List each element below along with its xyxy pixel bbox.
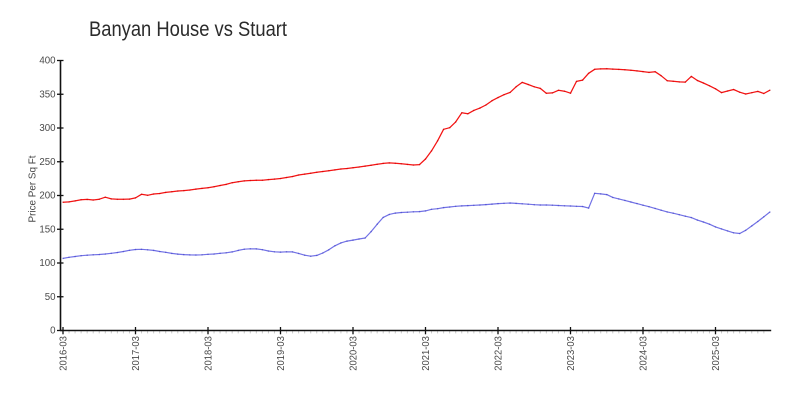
svg-text:350: 350 (39, 89, 56, 100)
svg-text:2022-03: 2022-03 (494, 336, 505, 371)
svg-text:150: 150 (39, 224, 56, 235)
svg-text:300: 300 (39, 123, 56, 134)
svg-text:2025-03: 2025-03 (711, 336, 722, 371)
svg-text:100: 100 (39, 258, 56, 269)
svg-text:0: 0 (50, 326, 56, 337)
svg-text:250: 250 (39, 157, 56, 168)
svg-text:50: 50 (45, 292, 56, 303)
svg-text:2019-03: 2019-03 (276, 336, 287, 371)
svg-text:2021-03: 2021-03 (421, 336, 432, 371)
svg-text:2024-03: 2024-03 (639, 336, 650, 371)
svg-text:2023-03: 2023-03 (566, 336, 577, 371)
svg-text:2018-03: 2018-03 (204, 336, 215, 371)
svg-text:Banyan House vs Stuart: Banyan House vs Stuart (89, 18, 287, 41)
svg-text:200: 200 (39, 191, 56, 202)
svg-text:2020-03: 2020-03 (349, 336, 360, 371)
svg-text:2017-03: 2017-03 (131, 336, 142, 371)
svg-text:400: 400 (39, 56, 56, 67)
svg-text:Price Per Sq Ft: Price Per Sq Ft (28, 155, 39, 222)
svg-text:2016-03: 2016-03 (59, 336, 70, 371)
